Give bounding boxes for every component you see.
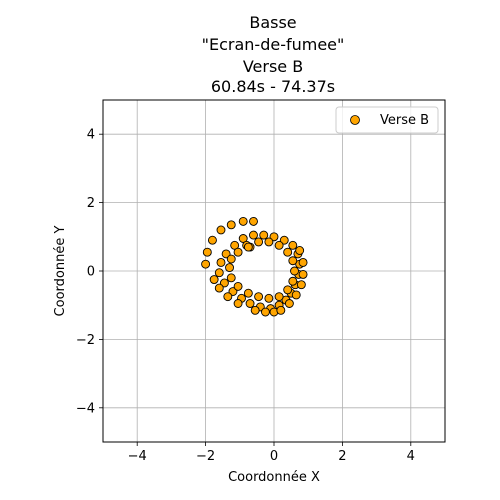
scatter-point [288, 276, 298, 286]
scatter-point [202, 247, 212, 257]
scatter-point [264, 293, 274, 303]
scatter-point [288, 256, 298, 266]
scatter-point [295, 246, 305, 255]
x-axis-label: Coordonnée X [228, 470, 320, 485]
scatter-point [274, 240, 284, 250]
scatter-point [261, 307, 270, 317]
scatter-point [276, 305, 286, 315]
scatter-point [284, 299, 294, 308]
scatter-point [243, 288, 253, 298]
scatter-point [226, 220, 236, 230]
scatter-point [249, 216, 258, 226]
scatter-point [296, 280, 306, 290]
scatter-point [226, 273, 236, 283]
scatter-point [207, 235, 217, 245]
scatter-point [243, 242, 253, 252]
scatter-point [245, 299, 255, 308]
scatter-point [233, 299, 243, 308]
chart-title-line-1: Basse [249, 13, 296, 32]
scatter-point [283, 285, 293, 295]
chart-title-line-3: Verse B [243, 57, 303, 76]
scatter-point [238, 216, 248, 226]
legend-box [335, 106, 439, 134]
scatter-point [214, 268, 224, 278]
scatter-point [216, 258, 226, 267]
scatter-point [254, 292, 264, 302]
y-tick-label: −2 [76, 333, 95, 348]
x-tick-label: −4 [128, 449, 147, 464]
x-axis-ticks: −4 −2 0 2 4 [128, 442, 415, 464]
scatter-point [226, 254, 236, 264]
scatter-point [250, 305, 260, 315]
x-tick-label: 2 [338, 449, 346, 464]
scatter-point [214, 283, 224, 293]
scatter-point [259, 230, 269, 240]
scatter-point [233, 247, 243, 257]
chart-title-line-2: "Ecran-de-fumee" [202, 35, 345, 54]
scatter-point [225, 263, 234, 273]
y-tick-label: −4 [76, 401, 95, 416]
scatter-point [223, 292, 233, 302]
y-tick-label: 0 [87, 265, 95, 280]
x-tick-label: 4 [407, 449, 415, 464]
x-tick-label: −2 [196, 449, 215, 464]
grid-lines [103, 100, 445, 442]
scatter-point [288, 240, 298, 250]
scatter-point [264, 237, 274, 247]
scatter-point [274, 292, 284, 302]
legend-label: Verse B [380, 113, 429, 128]
plot-area: −4 −2 0 2 4 −4 −2 0 2 4 [76, 99, 446, 464]
y-axis-label: Coordonnée Y [53, 226, 68, 317]
scatter-point [290, 266, 299, 276]
scatter-point [233, 281, 243, 291]
legend: Verse B [335, 106, 439, 134]
data-points [201, 216, 308, 317]
scatter-point [298, 269, 308, 279]
y-tick-label: 4 [87, 128, 95, 143]
scatter-point [216, 225, 226, 235]
scatter-point [201, 259, 211, 269]
x-tick-label: 0 [270, 449, 278, 464]
scatter-point [209, 275, 219, 284]
chart-title-line-4: 60.84s - 74.37s [211, 77, 335, 96]
scatter-point [291, 290, 301, 300]
scatter-point [283, 247, 293, 257]
legend-marker [350, 115, 360, 125]
scatter-point [298, 258, 308, 267]
y-axis-ticks: −4 −2 0 2 4 [76, 128, 103, 416]
scatter-point [254, 237, 264, 247]
y-tick-label: 2 [87, 196, 95, 211]
scatter-point [249, 230, 258, 240]
